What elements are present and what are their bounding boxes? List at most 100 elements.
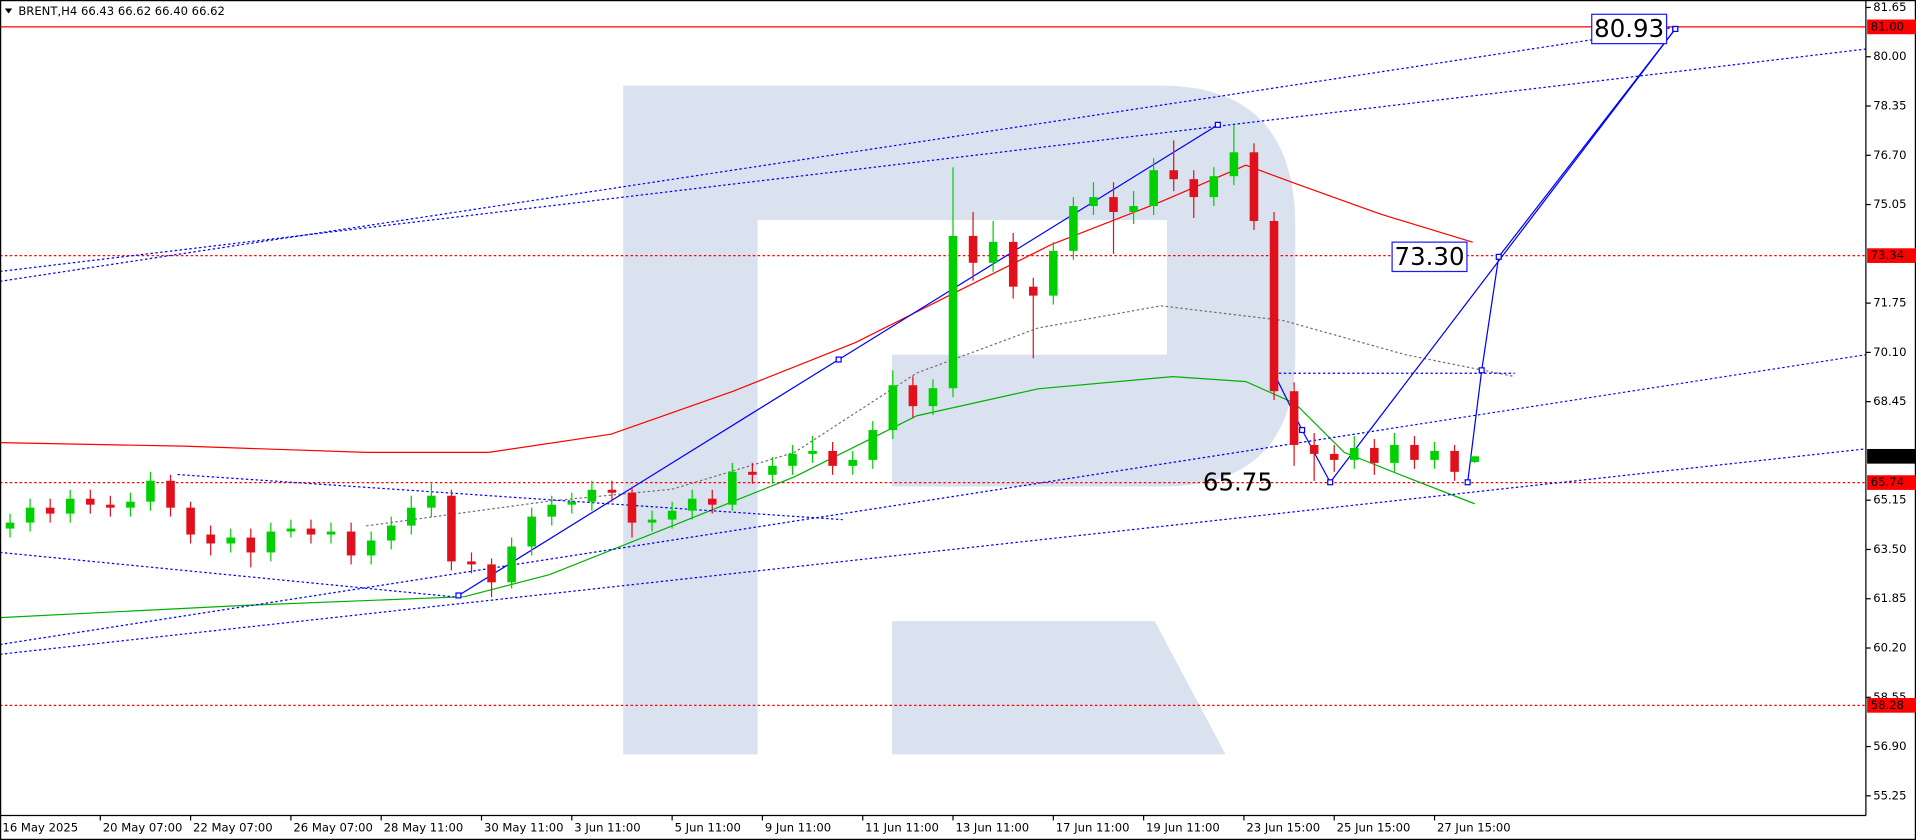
line <box>0 48 1866 273</box>
candle-body <box>1309 444 1319 454</box>
forecast-label-box <box>1391 241 1468 273</box>
candle-body <box>1289 391 1299 445</box>
line-vertex <box>835 356 842 363</box>
candle-body <box>286 528 296 532</box>
line <box>0 448 1866 655</box>
candle-body <box>266 531 276 553</box>
candle-body <box>1169 170 1178 180</box>
candle-body <box>1390 444 1399 463</box>
y-tick-label: 70.10 <box>1873 345 1906 359</box>
y-tick-label: 63.50 <box>1873 542 1906 556</box>
candle-body <box>487 564 496 583</box>
candle-body <box>527 516 536 547</box>
y-tick-label: 61.85 <box>1873 591 1906 605</box>
line-vertex <box>1327 479 1334 486</box>
forecast-label-box <box>1591 13 1668 45</box>
level-label-box <box>1867 475 1916 490</box>
line <box>0 375 1475 619</box>
forecast-label: 80.93 <box>1594 14 1664 43</box>
candle-body <box>868 430 878 460</box>
candle-body <box>86 498 95 505</box>
line <box>1467 28 1676 483</box>
candle-body <box>1189 179 1199 198</box>
level-label: 73.34 <box>1871 248 1904 262</box>
candle-body <box>707 498 717 505</box>
candle-body <box>1350 447 1359 460</box>
y-tick-label: 71.75 <box>1873 296 1906 310</box>
y-tick-label: 76.70 <box>1873 148 1906 162</box>
candle-body <box>968 235 978 263</box>
candle-body <box>808 450 817 454</box>
y-tick-label: 68.45 <box>1873 394 1906 408</box>
candle-body <box>186 507 195 535</box>
candle-body <box>126 501 135 508</box>
candle-body <box>306 528 316 535</box>
candle-body <box>1430 450 1439 460</box>
candle-body <box>407 507 416 526</box>
line <box>366 305 1515 527</box>
y-tick-label: 60.20 <box>1873 641 1906 655</box>
y-tick-label: 78.35 <box>1873 99 1906 113</box>
candle-body <box>346 531 356 556</box>
candle-body <box>687 498 697 511</box>
candle-body <box>1049 250 1058 296</box>
line <box>0 164 1473 454</box>
x-tick-label: 26 May 07:00 <box>293 820 373 834</box>
candle-body <box>5 522 15 529</box>
candle-body <box>1229 152 1239 177</box>
line <box>1273 28 1676 484</box>
line <box>177 473 843 521</box>
current-price-label: 66.62 <box>1871 449 1904 463</box>
candle-body <box>728 471 737 505</box>
line-vertex <box>1299 426 1306 434</box>
candle-body <box>768 465 777 475</box>
x-tick-label: 13 Jun 11:00 <box>955 820 1029 834</box>
current-price-box <box>1867 448 1916 464</box>
candle-body <box>1008 241 1018 287</box>
y-tick-label: 75.05 <box>1873 197 1906 211</box>
x-tick-label: 11 Jun 11:00 <box>865 820 939 834</box>
line-vertex <box>1214 121 1221 128</box>
candle-body <box>246 537 256 553</box>
candle-body <box>647 519 657 523</box>
candle-body <box>607 489 617 493</box>
forecast-label: 65.75 <box>1203 467 1273 496</box>
candle-body <box>166 480 175 508</box>
candle-body <box>206 534 215 544</box>
x-tick-label: 27 Jun 15:00 <box>1437 820 1511 834</box>
level-label: 65.74 <box>1871 475 1904 489</box>
x-tick-label: 9 Jun 11:00 <box>765 820 831 834</box>
candle-body <box>1329 453 1339 460</box>
y-tick-label: 80.00 <box>1873 49 1906 63</box>
x-tick-label: 17 Jun 11:00 <box>1056 820 1130 834</box>
candle-body <box>567 501 577 505</box>
candle-body <box>1249 152 1259 221</box>
candle-body <box>507 546 516 583</box>
candle-body <box>587 489 597 502</box>
candle-body <box>748 471 757 475</box>
candle-body <box>25 507 35 523</box>
candle-body <box>1129 206 1138 213</box>
level-label: 58.28 <box>1871 698 1904 712</box>
candle-body <box>326 531 336 535</box>
y-tick-label: 55.25 <box>1873 788 1906 802</box>
candle-body <box>1410 444 1419 460</box>
level-label: 81.00 <box>1871 19 1904 33</box>
candle-body <box>948 235 958 389</box>
candle-body <box>1450 450 1459 472</box>
line-vertex <box>1464 479 1471 486</box>
line <box>0 354 1866 646</box>
candle-body <box>45 507 55 514</box>
x-tick-label: 3 Jun 11:00 <box>574 820 640 834</box>
menu-triangle <box>4 8 13 14</box>
candle-body <box>848 459 857 466</box>
candle-body <box>1269 220 1279 392</box>
candle-body <box>988 241 998 263</box>
candle-body <box>627 492 637 523</box>
line-vertex <box>1478 367 1485 374</box>
candle-body <box>447 495 456 562</box>
plot-area <box>0 25 1866 706</box>
x-tick-label: 20 May 07:00 <box>103 820 183 834</box>
candle-body <box>226 537 236 544</box>
